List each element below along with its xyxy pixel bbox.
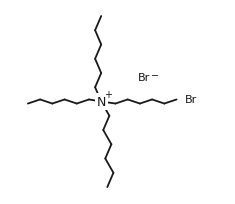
Text: +: + (104, 90, 112, 100)
Text: N: N (97, 95, 106, 109)
Text: −: − (151, 71, 159, 81)
Text: Br: Br (138, 73, 150, 83)
Text: Br: Br (185, 95, 197, 105)
